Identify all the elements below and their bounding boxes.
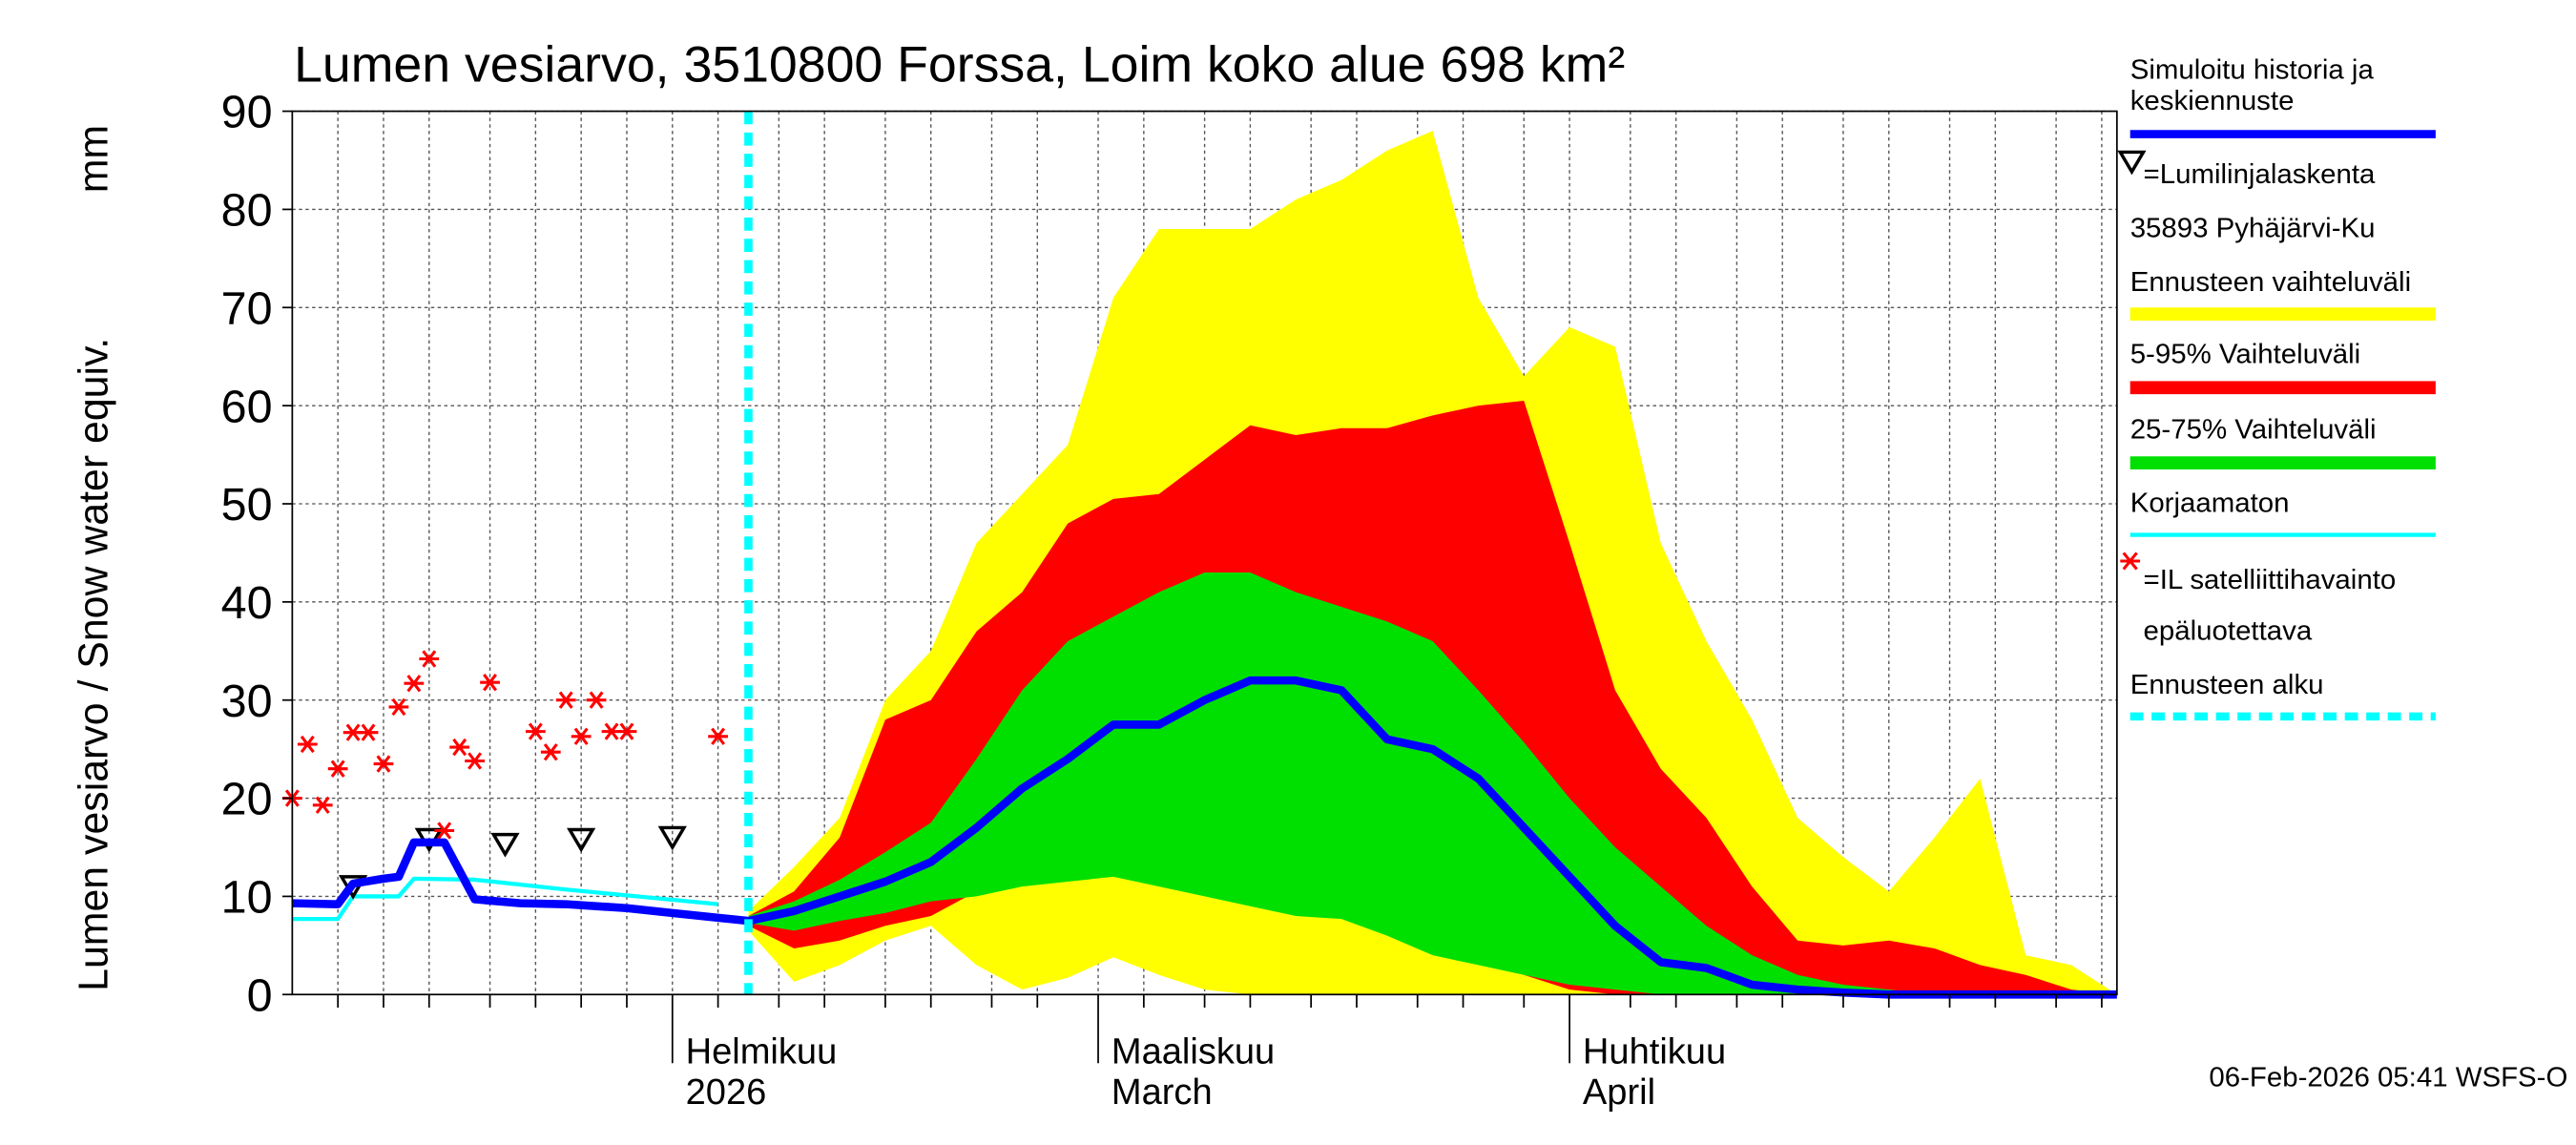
asterisk-marker <box>480 674 500 692</box>
x-tick-label: Maaliskuu <box>1111 1031 1275 1072</box>
line <box>292 876 718 922</box>
band <box>748 572 2117 995</box>
asterisk-marker <box>358 723 379 741</box>
asterisk-marker <box>586 691 607 709</box>
legend-label: Simuloitu historia ja keskiennuste <box>2129 53 2374 116</box>
legend-text: 5-95% Vaihteluväli <box>2129 338 2361 370</box>
asterisk-marker <box>327 760 348 778</box>
legend-text: =Lumilinjalaskenta <box>2143 158 2376 190</box>
legend-symbol <box>2129 381 2436 395</box>
x-tick-label: April <box>1583 1072 1655 1113</box>
triangle-marker <box>657 825 687 851</box>
asterisk-marker <box>571 727 592 745</box>
asterisk-marker <box>616 722 637 740</box>
y-tick-label: 20 <box>221 774 273 825</box>
data <box>281 111 2117 999</box>
y-tick-label: 50 <box>221 479 273 531</box>
legend-label: 5-95% Vaihteluväli <box>2129 338 2361 370</box>
legend-label: Ennusteen alku <box>2129 669 2324 700</box>
line <box>292 676 2117 999</box>
legend-text: Ennusteen vaihteluväli <box>2129 266 2412 298</box>
asterisk-marker <box>540 743 561 761</box>
legend-symbol <box>2129 307 2436 321</box>
y-tick-label: 60 <box>221 381 273 432</box>
legend-text: Simuloitu historia ja keskiennuste <box>2129 53 2374 116</box>
asterisk-marker <box>465 752 485 770</box>
asterisk-marker <box>708 727 728 745</box>
x-tick-label: March <box>1111 1072 1213 1113</box>
y-tick-label: 30 <box>221 676 273 727</box>
x-tick-label: Helmikuu <box>686 1031 838 1072</box>
asterisk-marker <box>312 796 333 814</box>
y-tick-label: 90 <box>221 87 273 138</box>
legend-symbol <box>2120 552 2141 571</box>
footer: 06-Feb-2026 05:41 WSFS-O <box>2209 1061 2567 1093</box>
axes-frame <box>291 110 2118 996</box>
x-tick-label: 2026 <box>686 1072 767 1113</box>
asterisk-marker <box>419 650 440 668</box>
legend-text: 35893 Pyhäjärvi-Ku <box>2129 212 2376 244</box>
asterisk-marker <box>525 722 546 740</box>
legend-label: Korjaamaton <box>2129 487 2290 519</box>
triangle-marker <box>490 832 520 858</box>
asterisk-marker <box>373 755 394 773</box>
legend-label: Ennusteen vaihteluväli <box>2129 266 2412 298</box>
asterisk-marker <box>449 738 470 757</box>
legend-label: 35893 Pyhäjärvi-Ku <box>2129 212 2376 244</box>
y-tick-label: 10 <box>221 872 273 924</box>
legend-text: =IL satelliittihavainto epäluotettava <box>2143 564 2397 647</box>
chart-title: Lumen vesiarvo, 3510800 Forssa, Loim kok… <box>294 37 1625 94</box>
legend-label: 25-75% Vaihteluväli <box>2129 413 2377 446</box>
legend-label: =IL satelliittihavainto epäluotettava <box>2143 564 2397 647</box>
asterisk-marker <box>297 735 318 754</box>
triangle-marker <box>567 827 596 853</box>
asterisk-marker <box>404 675 425 693</box>
legend-text: 25-75% Vaihteluväli <box>2129 413 2377 446</box>
legend-symbol <box>2117 150 2147 176</box>
asterisk-marker <box>555 691 576 709</box>
y-tick-label: 40 <box>221 577 273 629</box>
legend-text: Korjaamaton <box>2129 487 2290 519</box>
legend-symbol <box>2129 456 2436 469</box>
legend-label: =Lumilinjalaskenta <box>2143 158 2376 190</box>
y-tick-label: 80 <box>221 185 273 237</box>
y-axis-label: Lumen vesiarvo / Snow water equiv. <box>71 338 116 991</box>
legend-text: Ennusteen alku <box>2129 669 2324 700</box>
x-tick-label: Huhtikuu <box>1583 1031 1726 1072</box>
y-tick-label: 0 <box>247 970 273 1022</box>
legend: Simuloitu historia ja keskiennuste =Lumil… <box>2117 53 2436 721</box>
asterisk-marker <box>388 697 409 717</box>
y-axis-unit: mm <box>71 125 116 193</box>
asterisk-marker <box>434 822 455 840</box>
y-tick-label: 70 <box>221 283 273 335</box>
